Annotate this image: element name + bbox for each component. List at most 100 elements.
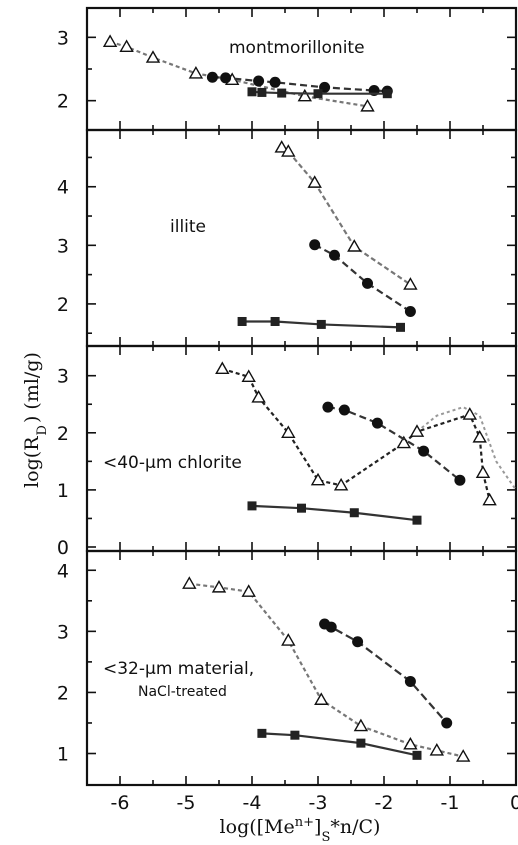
panel-sublabel: NaCl-treated <box>138 684 227 700</box>
data-point-square <box>257 728 267 738</box>
panel-label: <40-μm chlorite <box>103 453 242 473</box>
data-point-triangle <box>251 389 266 403</box>
data-point-triangle <box>429 743 445 756</box>
data-point-triangle <box>396 435 412 449</box>
data-point-square <box>412 515 422 525</box>
series-line-circle <box>324 623 448 724</box>
data-point-triangle <box>403 277 418 290</box>
series-line-circle <box>314 243 412 313</box>
y-tick-label: 3 <box>57 621 69 643</box>
data-point-circle <box>404 675 416 687</box>
data-point-triangle <box>281 144 296 157</box>
y-axis-label: log(RD) (ml/g) <box>21 352 50 488</box>
data-point-circle <box>220 72 232 84</box>
data-point-circle <box>253 75 265 87</box>
x-tick-label: -3 <box>309 792 328 814</box>
data-point-square <box>412 750 422 760</box>
data-point-circle <box>206 71 218 83</box>
data-point-square <box>237 316 247 326</box>
data-point-square <box>349 508 359 518</box>
series-line-circle <box>327 406 461 482</box>
data-point-circle <box>269 76 281 88</box>
data-point-triangle <box>297 88 313 102</box>
series-line-square <box>251 504 418 522</box>
data-point-triangle <box>310 472 326 486</box>
data-point-circle <box>309 239 321 251</box>
axis-labels: log(RD) (ml/g) log([Men+]S*n/C) <box>21 352 380 844</box>
panel-frame <box>85 549 518 787</box>
data-point-square <box>277 88 287 98</box>
data-point-square <box>257 87 267 97</box>
data-point-triangle <box>333 477 349 491</box>
data-point-triangle <box>281 425 296 438</box>
data-point-triangle <box>188 66 204 79</box>
x-tick-label: -4 <box>243 792 262 814</box>
data-point-triangle <box>281 633 296 646</box>
data-point-circle <box>371 417 383 429</box>
data-point-circle <box>362 277 373 289</box>
panel-label: <32-μm material, <box>103 659 254 679</box>
data-point-square <box>247 87 257 97</box>
data-point-square <box>356 738 366 748</box>
data-point-circle <box>454 474 466 486</box>
data-point-triangle <box>455 749 471 762</box>
data-point-triangle <box>215 361 230 375</box>
panel-material: 1 2 3 4 <32-μm material, NaCl-treated -6 -5 -4 -3… <box>57 549 518 814</box>
series-line-triangle <box>221 367 491 501</box>
x-axis-label: log([Men+]S*n/C) <box>220 815 381 845</box>
data-point-circle <box>329 249 340 261</box>
x-tick-label: -2 <box>375 792 394 814</box>
y-tick-label: 2 <box>57 423 69 445</box>
y-tick-label: 0 <box>57 537 69 559</box>
data-point-triangle <box>475 465 491 478</box>
x-tick-label: 0 <box>510 792 518 814</box>
data-point-triangle <box>472 429 487 443</box>
data-point-square <box>313 89 323 99</box>
data-point-square <box>396 322 405 332</box>
data-point-triangle <box>314 692 329 705</box>
y-tick-label: 3 <box>57 235 69 257</box>
data-point-square <box>290 730 300 740</box>
panel-illite: 2 3 4 illite <box>57 128 518 348</box>
data-point-circle <box>352 636 364 648</box>
chart-panels: 2 3 montmorillonite 2 3 4 illite 0 1 2 3 <40-μm chl… <box>57 6 518 814</box>
data-point-triangle <box>307 175 322 188</box>
y-tick-label: 3 <box>57 27 69 49</box>
data-point-square <box>297 503 306 513</box>
data-point-triangle <box>482 492 497 506</box>
data-point-triangle <box>403 736 418 750</box>
y-tick-label: 3 <box>57 366 69 388</box>
panel-montmorillonite: 2 3 montmorillonite <box>57 6 518 132</box>
data-point-square <box>316 319 326 329</box>
data-point-circle <box>441 717 453 729</box>
panel-label: montmorillonite <box>229 38 365 58</box>
panel-chlorite: 0 1 2 3 <40-μm chlorite <box>57 344 518 559</box>
data-point-square <box>382 89 392 99</box>
data-point-triangle <box>102 34 118 47</box>
data-point-triangle <box>211 579 227 593</box>
data-point-triangle <box>462 407 478 420</box>
x-tick-label: -6 <box>111 792 130 814</box>
data-point-circle <box>322 401 334 413</box>
series-line-square <box>261 732 418 757</box>
panel-frame <box>85 128 518 348</box>
panel-frame <box>85 6 518 132</box>
data-point-triangle <box>409 424 425 437</box>
data-point-triangle <box>360 98 375 112</box>
data-point-square <box>270 316 280 326</box>
y-tick-label: 2 <box>57 294 69 316</box>
data-point-triangle <box>119 39 134 53</box>
x-tick-label: -1 <box>441 792 460 814</box>
data-point-circle <box>338 404 350 416</box>
y-tick-label: 1 <box>57 744 69 766</box>
panel-label: illite <box>170 217 206 237</box>
data-point-triangle <box>241 584 256 597</box>
data-point-triangle <box>347 239 362 252</box>
x-tick-label: -5 <box>177 792 196 814</box>
data-point-triangle <box>274 140 289 153</box>
y-tick-label: 4 <box>57 560 69 582</box>
data-point-triangle <box>241 369 256 383</box>
data-point-triangle <box>353 718 369 732</box>
series-line-square <box>242 320 401 329</box>
